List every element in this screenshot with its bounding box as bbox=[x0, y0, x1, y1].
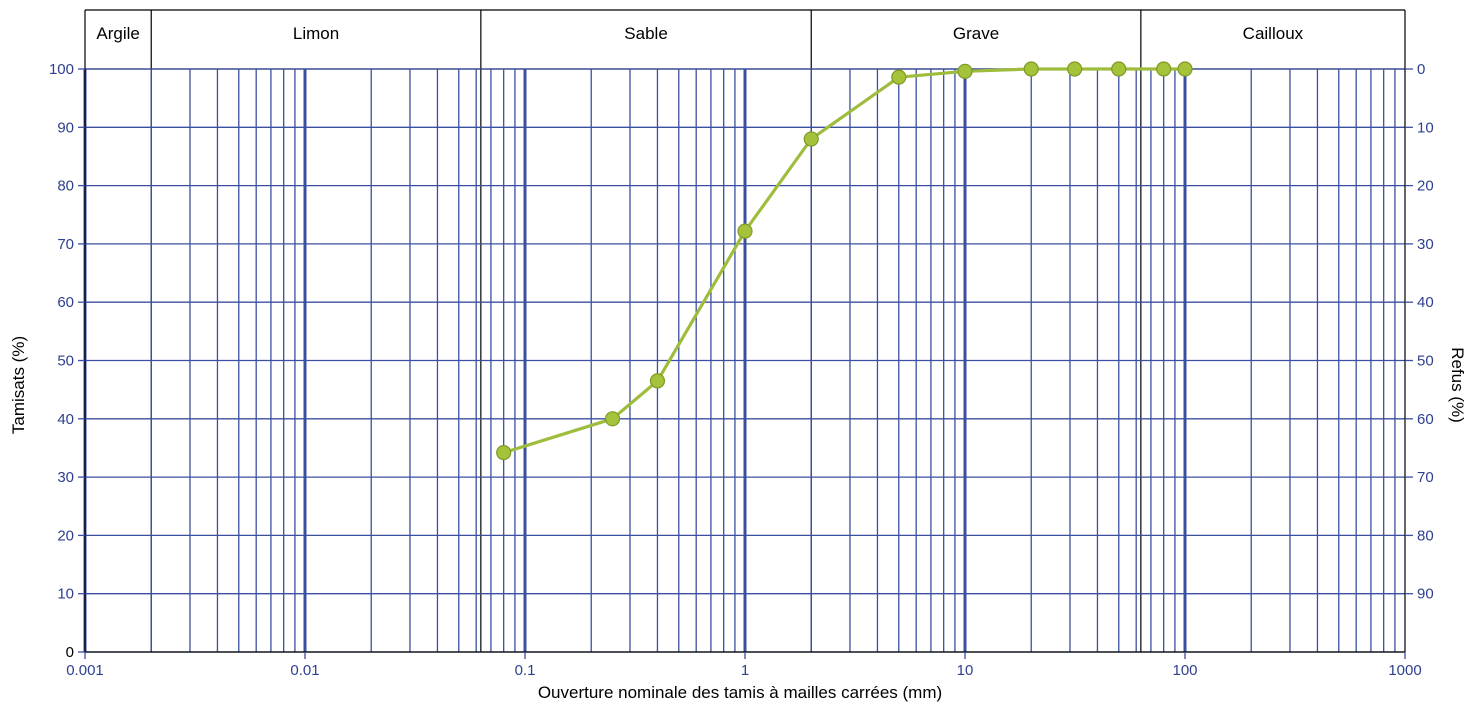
y-tick-label: 50 bbox=[57, 353, 74, 370]
zone-label: Sable bbox=[624, 24, 667, 43]
data-point bbox=[1177, 61, 1193, 77]
y2-tick-label: 10 bbox=[1417, 119, 1434, 136]
data-point bbox=[604, 411, 621, 427]
x-tick-label: 1000 bbox=[1388, 662, 1421, 679]
x-tick-label: 1 bbox=[741, 662, 749, 679]
zone-label: Limon bbox=[293, 24, 339, 43]
x-axis-title: Ouverture nominale des tamis à mailles c… bbox=[538, 683, 942, 702]
y-tick-label: 20 bbox=[57, 527, 74, 544]
data-point bbox=[1156, 61, 1172, 77]
y2-tick-label: 20 bbox=[1417, 178, 1434, 195]
data-point bbox=[957, 63, 973, 79]
data-point bbox=[891, 69, 907, 85]
y2-axis-title: Refus (%) bbox=[1448, 347, 1467, 423]
series-line bbox=[503, 67, 1185, 455]
zone-label: Argile bbox=[96, 24, 139, 43]
y-tick-label: 70 bbox=[57, 236, 74, 253]
data-point bbox=[803, 131, 819, 147]
y-tick-label: 90 bbox=[57, 119, 74, 136]
y-tick-label: 100 bbox=[49, 61, 74, 78]
y-tick-label: 10 bbox=[57, 586, 74, 603]
data-point bbox=[496, 445, 512, 461]
y2-tick-label: 90 bbox=[1417, 586, 1434, 603]
data-point bbox=[737, 223, 753, 239]
y2-tick-label: 0 bbox=[1417, 61, 1425, 78]
data-point bbox=[1111, 61, 1127, 77]
x-tick-label: 100 bbox=[1172, 662, 1197, 679]
y-tick-label: 30 bbox=[57, 469, 74, 486]
zone-label: Grave bbox=[953, 24, 999, 43]
x-tick-label: 0.01 bbox=[290, 662, 319, 679]
y-tick-label: 0 bbox=[66, 644, 74, 661]
y2-tick-label: 80 bbox=[1417, 527, 1434, 544]
y-tick-label: 40 bbox=[57, 411, 74, 428]
x-tick-label: 0.1 bbox=[515, 662, 536, 679]
series-layer bbox=[496, 61, 1193, 461]
grid bbox=[83, 68, 1405, 653]
x-tick-label: 0.001 bbox=[66, 662, 104, 679]
y2-tick-label: 70 bbox=[1417, 469, 1434, 486]
y-tick-label: 60 bbox=[57, 294, 74, 311]
x-tick-label: 10 bbox=[957, 662, 974, 679]
y2-tick-label: 30 bbox=[1417, 236, 1434, 253]
y2-tick-label: 60 bbox=[1417, 411, 1434, 428]
y2-tick-label: 40 bbox=[1417, 294, 1434, 311]
data-point bbox=[649, 373, 666, 389]
data-point bbox=[1023, 61, 1039, 77]
zone-label: Cailloux bbox=[1243, 24, 1304, 43]
data-point bbox=[1067, 61, 1083, 77]
y-tick-label: 80 bbox=[57, 178, 74, 195]
y-axis-title: Tamisats (%) bbox=[9, 336, 28, 434]
y2-tick-label: 50 bbox=[1417, 353, 1434, 370]
